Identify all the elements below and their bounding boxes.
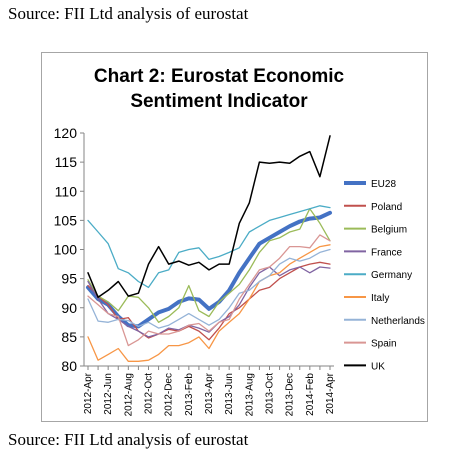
legend-label-spain: Spain bbox=[371, 339, 397, 350]
x-tick-label: 2012-Apr bbox=[83, 372, 94, 414]
y-tick-label: 95 bbox=[61, 271, 77, 287]
series-line-france bbox=[87, 266, 331, 338]
source-caption-bottom: Source: FII Ltd analysis of eurostat bbox=[8, 430, 249, 449]
legend-label-eu28: EU28 bbox=[371, 179, 396, 190]
y-tick-label: 105 bbox=[54, 212, 78, 228]
chart-axes: 80 85 90 95 100 105 110 115 120 2012-Apr 2012-Jun 2… bbox=[54, 125, 336, 416]
x-tick-label: 2013-Apr bbox=[204, 372, 215, 414]
x-tick-label: 2012-Jun bbox=[103, 373, 114, 415]
line-chart: Chart 2: Eurostat Economic Sentiment Indi… bbox=[54, 66, 425, 416]
x-tick-label: 2013-Dec bbox=[285, 373, 296, 416]
x-tick-label: 2012-Oct bbox=[144, 373, 155, 414]
series-line-netherlands bbox=[87, 248, 331, 329]
y-tick-label: 100 bbox=[54, 242, 78, 258]
x-tick-label: 2012-Aug bbox=[123, 373, 134, 416]
chart-legend: EU28 Poland Belgium France Germany Italy Nethe… bbox=[344, 179, 425, 372]
source-caption-top: Source: FII Ltd analysis of eurostat bbox=[8, 4, 249, 23]
x-tick-label: 2014-Apr bbox=[325, 372, 336, 414]
x-tick-label: 2013-Feb bbox=[184, 373, 195, 416]
legend-label-italy: Italy bbox=[371, 293, 389, 304]
x-tick-label: 2013-Jun bbox=[224, 373, 235, 415]
x-tick-label: 2013-Oct bbox=[265, 373, 276, 414]
x-tick-label: 2013-Aug bbox=[244, 373, 255, 416]
series-line-germany bbox=[87, 205, 331, 289]
series-line-italy bbox=[87, 244, 331, 362]
legend-label-poland: Poland bbox=[371, 202, 402, 213]
legend-label-france: France bbox=[371, 247, 403, 258]
legend-label-belgium: Belgium bbox=[371, 225, 407, 236]
legend-label-germany: Germany bbox=[371, 270, 412, 281]
y-tick-label: 90 bbox=[61, 300, 77, 316]
chart-container: Chart 2: Eurostat Economic Sentiment Indi… bbox=[41, 52, 428, 422]
y-tick-label: 120 bbox=[54, 125, 78, 141]
x-tick-label: 2014-Feb bbox=[305, 373, 316, 416]
y-tick-label: 115 bbox=[55, 154, 78, 170]
chart-series-lines bbox=[86, 135, 332, 362]
chart-title-line-1: Chart 2: Eurostat Economic bbox=[94, 66, 345, 87]
legend-label-netherlands: Netherlands bbox=[371, 316, 425, 327]
y-tick-label: 85 bbox=[61, 329, 77, 345]
x-tick-label: 2012-Dec bbox=[164, 373, 175, 416]
legend-label-uk: UK bbox=[371, 361, 385, 372]
series-line-poland bbox=[87, 261, 331, 341]
series-line-eu28 bbox=[86, 210, 332, 329]
series-line-uk bbox=[87, 135, 331, 299]
y-tick-label: 80 bbox=[61, 358, 77, 374]
y-tick-label: 110 bbox=[55, 183, 78, 199]
chart-title: Chart 2: Eurostat Economic Sentiment Indi… bbox=[94, 66, 345, 112]
series-line-spain bbox=[87, 234, 331, 347]
chart-title-line-2: Sentiment Indicator bbox=[130, 91, 308, 112]
